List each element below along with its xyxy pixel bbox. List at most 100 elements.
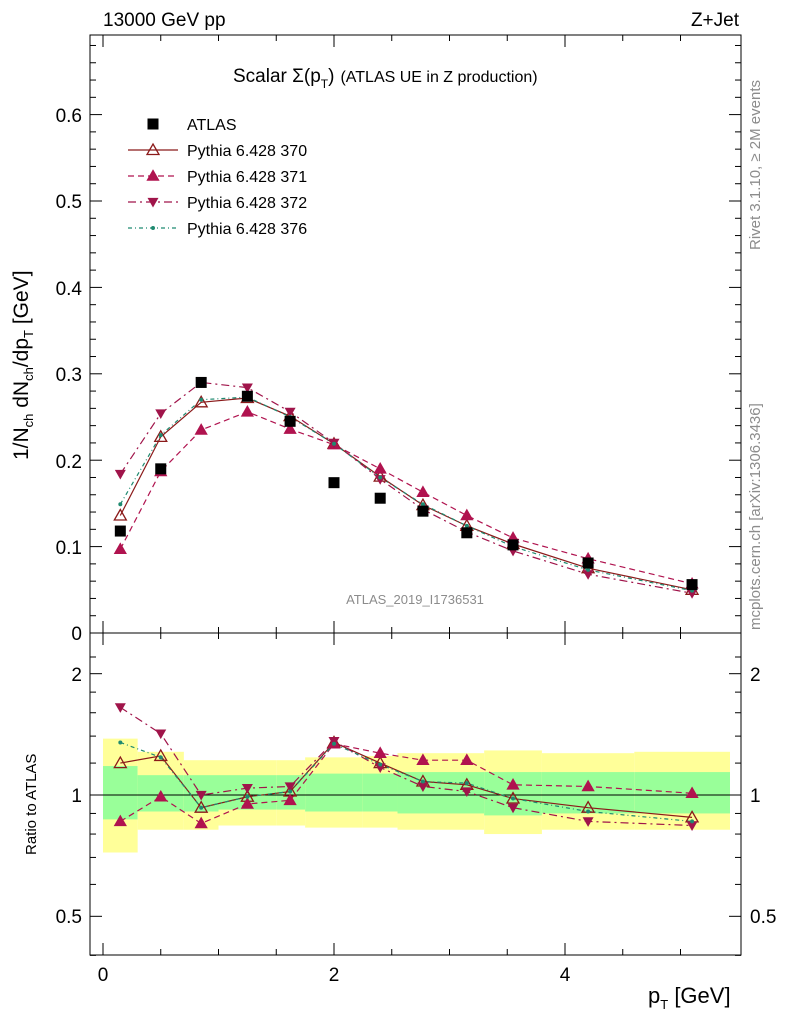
series-2-ratio-point-10 (581, 779, 595, 792)
series-3-ratio-point-7 (417, 782, 429, 792)
atlas-point-10 (582, 557, 594, 569)
series-3-ratio-point-4 (284, 782, 296, 792)
band-inner-bin-5 (305, 773, 363, 812)
series-4-ratio-point-0 (118, 740, 123, 745)
series-1-point-1 (153, 429, 168, 443)
series-4-ratio-point-2 (199, 805, 204, 810)
ratio-tick-label-0.5-left: 0.5 (56, 907, 82, 928)
header-process-label: Z+Jet (691, 10, 740, 31)
series-curves (119, 381, 693, 827)
x-tick-label-2: 2 (329, 965, 340, 986)
series-2-point-7 (416, 485, 430, 497)
series-4-ratio-point-7 (420, 779, 425, 784)
atlas-point-4 (284, 415, 296, 427)
mcplots-source-label: mcplots.cern.ch [arXiv:1306.3436] (747, 403, 764, 630)
legend: ATLAS Pythia 6.428 370 Pythia 6.428 371 … (128, 117, 307, 238)
series-markers (113, 376, 700, 832)
series-4-ratio-point-4 (288, 789, 293, 794)
series-4-main-line (119, 396, 693, 592)
series-3-ratio-point-6 (374, 763, 386, 774)
series-2-ratio-point-7 (416, 753, 430, 765)
y-tick-label-0.2: 0.2 (56, 452, 82, 473)
series-3-point-1 (155, 409, 167, 420)
band-inner-bin-0 (103, 766, 138, 820)
y-tick-label-0: 0 (71, 624, 82, 645)
series-4-point-2 (199, 397, 204, 402)
series-2-point-0 (113, 542, 127, 554)
series-3-point-6 (374, 475, 386, 485)
ratio-plot-frame (89, 632, 742, 956)
atlas-point-0 (114, 525, 126, 537)
series-3-ratio-point-0 (114, 703, 126, 713)
series-3-ratio-point-3 (241, 784, 253, 794)
series-3-ratio-point-1 (155, 729, 167, 740)
legend-symbol-4 (151, 226, 155, 230)
series-3-ratio-point-8 (461, 787, 473, 798)
y-tick-label-0.6: 0.6 (56, 106, 82, 127)
series-4-point-0 (118, 502, 123, 507)
series-3-point-10 (582, 570, 594, 580)
series-3-ratio-point-11 (686, 821, 698, 832)
atlas-point-1 (155, 463, 167, 475)
plot-title-subscript: T (321, 77, 329, 91)
y-axis-label-top: 1/Nch dNch/dpT [GeV] (10, 270, 36, 460)
y-axis-label-bottom: Ratio to ATLAS (23, 754, 40, 855)
series-4-ratio-point-8 (464, 781, 469, 786)
band-inner-bin-6 (362, 773, 398, 812)
band-inner-bin-11 (634, 772, 730, 814)
series-4-ratio-point-6 (378, 762, 383, 767)
y-tick-label-0.4: 0.4 (56, 279, 83, 300)
ratio-tick-label-1-left: 1 (71, 786, 82, 807)
ratio-tick-label-1-right: 1 (750, 786, 761, 807)
atlas-point-6 (374, 492, 386, 504)
series-4-point-6 (378, 475, 383, 480)
series-3-main-line (119, 381, 693, 594)
series-4-point-5 (332, 441, 336, 446)
legend-label-atlas: ATLAS (187, 117, 237, 134)
rivet-version-label: Rivet 3.1.10, ≥ 2M events (747, 80, 764, 250)
header-collision-label: 13000 GeV pp (103, 10, 226, 31)
atlas-point-3 (241, 390, 253, 402)
series-4-ratio-line (120, 741, 693, 822)
series-2-point-8 (460, 508, 474, 521)
x-axis-label: pT [GeV] (648, 983, 731, 1012)
series-3-point-0 (114, 469, 126, 480)
x-tick-label-0: 0 (98, 965, 109, 986)
plot-title-context: (ATLAS UE in Z production) (340, 69, 537, 86)
ratio-tick-label-2-right: 2 (750, 665, 761, 686)
x-tick-label-4: 4 (560, 965, 571, 986)
ratio-uncertainty-bands (103, 738, 730, 853)
series-4-point-8 (464, 523, 469, 528)
atlas-point-11 (686, 579, 698, 591)
series-1-ratio-point-0 (113, 755, 128, 769)
series-4-point-1 (158, 433, 163, 438)
axis-ticks (90, 35, 741, 956)
series-2-ratio-point-6 (373, 746, 387, 758)
series-2-point-2 (194, 423, 208, 435)
ratio-tick-label-2-left: 2 (71, 665, 82, 686)
series-3-ratio-point-2 (195, 790, 207, 801)
series-2-ratio-point-11 (685, 786, 699, 799)
series-4-ratio-point-3 (245, 794, 250, 799)
y-tick-label-0.3: 0.3 (56, 365, 82, 386)
y-tick-label-0.1: 0.1 (56, 538, 82, 559)
series-1-ratio-point-2 (194, 800, 209, 813)
series-4-ratio-point-10 (586, 809, 591, 814)
series-2-main-line (119, 411, 693, 585)
legend-symbol-3 (147, 197, 159, 208)
series-3-ratio-point-9 (507, 803, 519, 814)
series-2-ratio-point-1 (154, 789, 168, 802)
analysis-watermark: ATLAS_2019_I1736531 (346, 592, 484, 607)
atlas-point-7 (417, 505, 429, 517)
series-2-point-3 (240, 405, 254, 417)
legend-label-370: Pythia 6.428 370 (187, 143, 307, 160)
atlas-point-9 (507, 539, 519, 551)
plot-title-main: Scalar Σ(p (233, 66, 321, 87)
series-3-point-3 (241, 383, 253, 394)
series-4-point-10 (586, 567, 591, 572)
legend-label-371: Pythia 6.428 371 (187, 169, 307, 186)
series-3-point-4 (284, 407, 296, 418)
series-2-ratio-point-8 (460, 753, 474, 765)
series-4-ratio-point-9 (511, 796, 516, 801)
